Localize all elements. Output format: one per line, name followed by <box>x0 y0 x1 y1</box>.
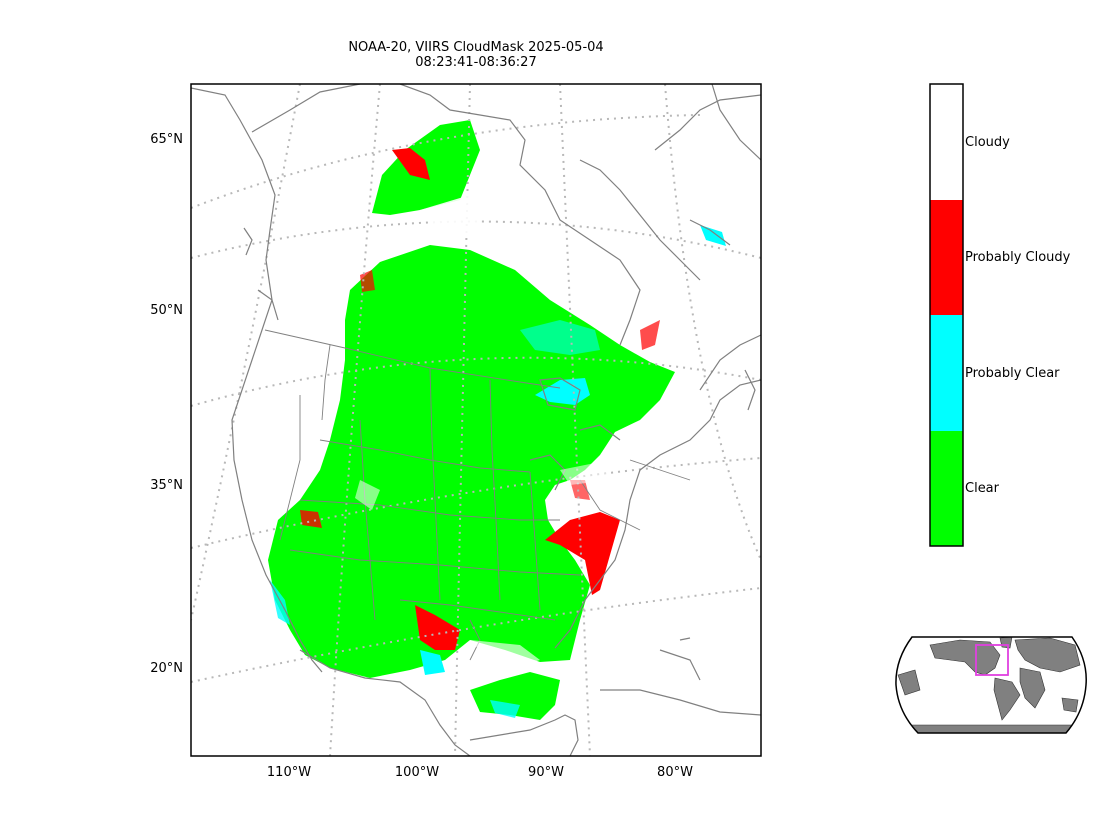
colorbar-label-clear: Clear <box>965 481 1000 496</box>
political-borders <box>264 329 691 661</box>
globe-land-west <box>897 669 921 696</box>
globe-land-australia <box>1061 697 1079 713</box>
swath-probably-cloudy <box>300 148 660 650</box>
swath-clear-main <box>268 245 675 678</box>
globe-land-africa <box>1019 667 1046 709</box>
colorbar-label-cloudy: Cloudy <box>965 135 1010 150</box>
inset-globe <box>895 636 1087 734</box>
lon-label-100w: 100°W <box>395 765 439 780</box>
colorbar: Cloudy Probably Cloudy Probably Clear Cl… <box>929 83 1071 547</box>
title-line-2: 08:23:41-08:36:27 <box>415 55 537 70</box>
figure-title: NOAA-20, VIIRS CloudMask 2025-05-04 08:2… <box>290 40 662 70</box>
lat-label-50: 50°N <box>150 303 183 318</box>
colorbar-frame <box>929 83 964 547</box>
cloud-speckle <box>355 195 610 672</box>
lon-label-80w: 80°W <box>657 765 693 780</box>
globe-land-greenland <box>999 637 1013 649</box>
colorbar-swatch-cloudy <box>930 84 963 200</box>
colorbar-swatch-probably-clear <box>930 315 963 431</box>
colorbar-label-probably-clear: Probably Clear <box>965 366 1060 381</box>
longitude-labels: 110°W 100°W 90°W 80°W <box>267 765 693 780</box>
globe-land-south-america <box>993 677 1021 721</box>
latitude-labels: 65°N 50°N 35°N 20°N <box>150 132 183 676</box>
colorbar-swatch-clear <box>930 431 963 546</box>
map-panel <box>191 84 761 756</box>
lat-label-35: 35°N <box>150 478 183 493</box>
cloudmask-swath <box>268 120 726 720</box>
lon-label-90w: 90°W <box>528 765 564 780</box>
swath-clear-south <box>470 672 560 720</box>
globe-land-eurasia <box>1014 637 1081 673</box>
lat-label-20: 20°N <box>150 661 183 676</box>
globe-region-box <box>975 644 1009 676</box>
colorbar-label-probably-cloudy: Probably Cloudy <box>965 250 1071 265</box>
coastlines <box>191 84 761 756</box>
title-line-1: NOAA-20, VIIRS CloudMask 2025-05-04 <box>348 40 604 55</box>
colorbar-swatch-probably-cloudy <box>930 200 963 315</box>
lat-label-65: 65°N <box>150 132 183 147</box>
globe-outline <box>895 636 1087 734</box>
map-frame <box>190 83 762 757</box>
lon-label-110w: 110°W <box>267 765 311 780</box>
